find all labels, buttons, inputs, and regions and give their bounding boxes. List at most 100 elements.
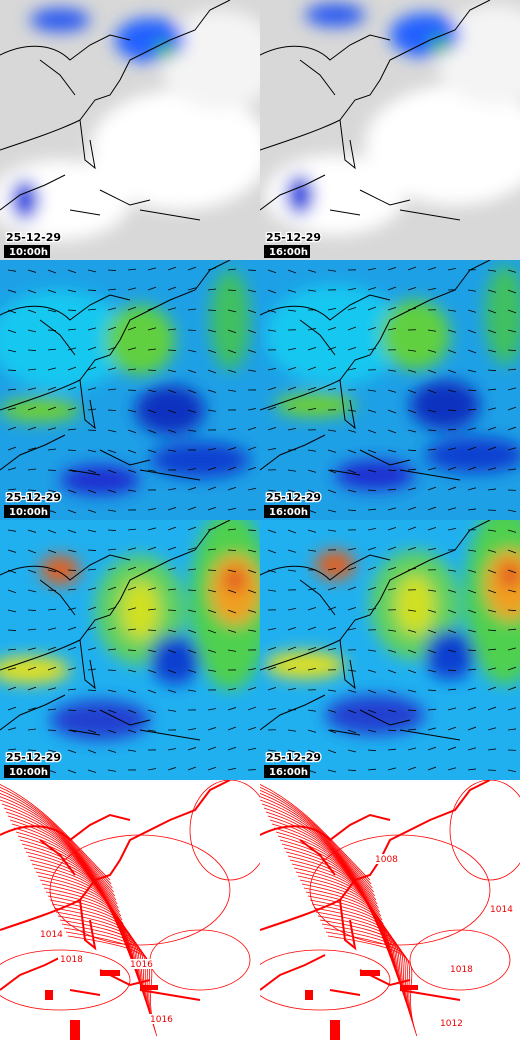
wind-arrow [347, 769, 357, 772]
wind-arrow [327, 769, 337, 773]
wind-arrow [287, 406, 297, 411]
coastline [260, 0, 491, 221]
wind-arrow [447, 707, 457, 711]
wind-arrow [207, 589, 217, 593]
wind-arrow [487, 629, 497, 632]
wind-arrow [27, 447, 37, 451]
wind-arrow [167, 748, 177, 751]
wind-arrow [227, 329, 237, 334]
wind-arrow [147, 527, 157, 531]
wind-arrow [227, 629, 237, 633]
wind-arrow [347, 627, 357, 631]
field-patch [390, 13, 460, 57]
wind-arrow [447, 309, 457, 312]
wind-arrow [287, 687, 297, 691]
wind-arrow [67, 626, 77, 631]
wind-arrow [207, 746, 217, 751]
field-patch [150, 635, 200, 685]
wind-arrow [287, 367, 297, 371]
wind-arrow [207, 329, 217, 333]
isobar [0, 786, 112, 885]
field-patch [265, 285, 405, 385]
wind-arrow [87, 647, 97, 651]
wind-arrow [147, 409, 157, 414]
wind-arrow [167, 567, 177, 571]
wind-arrow [227, 486, 237, 491]
wind-arrow [267, 269, 277, 274]
wind-arrow [507, 769, 517, 773]
wind-arrow [407, 429, 417, 433]
wind-arrow [327, 387, 337, 391]
wind-arrow [67, 469, 77, 473]
isobar [5, 811, 120, 913]
wind-arrow [367, 566, 377, 571]
field-patch [210, 270, 250, 370]
wind-arrow [247, 609, 257, 613]
wind-arrow [247, 668, 257, 671]
wind-arrow [367, 547, 377, 551]
wind-arrow [307, 646, 317, 651]
field-patch [155, 42, 175, 58]
wind-arrow [167, 689, 177, 693]
wind-arrow [307, 529, 317, 533]
wind-arrow [187, 308, 197, 311]
field-patch [135, 385, 205, 435]
wind-arrow [327, 749, 337, 754]
wind-arrow [487, 706, 497, 711]
isobar [7, 815, 122, 917]
wind-arrow [407, 526, 417, 531]
map-panel: 25-12-29 10:00h [0, 0, 260, 260]
wind-arrow [447, 447, 457, 451]
wind-arrow [407, 766, 417, 771]
map-panel: 25-12-29 10:00h [0, 260, 260, 520]
wind-arrow [447, 329, 457, 333]
wind-arrow [147, 469, 157, 472]
isobar [260, 796, 376, 897]
wind-arrow [127, 528, 137, 531]
isobar [325, 931, 416, 1033]
wind-arrow [327, 366, 337, 371]
wind-arrow [307, 709, 317, 712]
wind-arrow [387, 449, 397, 453]
wind-arrow [407, 266, 417, 271]
wind-arrow [367, 326, 377, 331]
wind-arrow [127, 326, 137, 331]
wind-arrow [7, 529, 17, 532]
wind-arrow [387, 488, 397, 491]
wind-arrow [167, 588, 177, 591]
time-label: 10:00h [9, 507, 48, 518]
wind-arrow [407, 629, 417, 633]
isobar [189, 780, 260, 881]
wind-arrow [487, 549, 497, 553]
wind-arrow [247, 687, 257, 691]
wind-arrow [487, 529, 497, 532]
time-box [264, 505, 310, 518]
isobar [1, 803, 118, 905]
wind-arrow [287, 348, 297, 351]
wind-arrow [467, 349, 477, 354]
wind-arrow [327, 568, 337, 571]
wind-arrow [147, 389, 157, 393]
wind-arrow [427, 589, 437, 592]
wind-arrow [87, 769, 97, 773]
coastline [0, 0, 231, 221]
wind-arrow [147, 768, 157, 771]
wind-arrow [367, 669, 377, 673]
wind-arrow [87, 346, 97, 351]
wind-arrow [427, 429, 437, 432]
wind-arrow [387, 767, 397, 771]
wind-arrow [327, 509, 337, 513]
wind-arrow [147, 546, 157, 551]
wind-arrow [67, 509, 77, 514]
wind-arrow [27, 589, 37, 593]
wind-arrow [327, 729, 337, 734]
map-panel: 1014 1018 1016 1016 [0, 780, 260, 1040]
wind-arrow [87, 509, 97, 513]
wind-arrow [227, 767, 237, 771]
wind-arrow [247, 589, 257, 594]
wind-arrow [27, 707, 37, 711]
isobar [3, 807, 119, 909]
wind-arrow [467, 389, 477, 392]
wind-arrow [507, 468, 517, 471]
wind-arrow [487, 748, 497, 751]
